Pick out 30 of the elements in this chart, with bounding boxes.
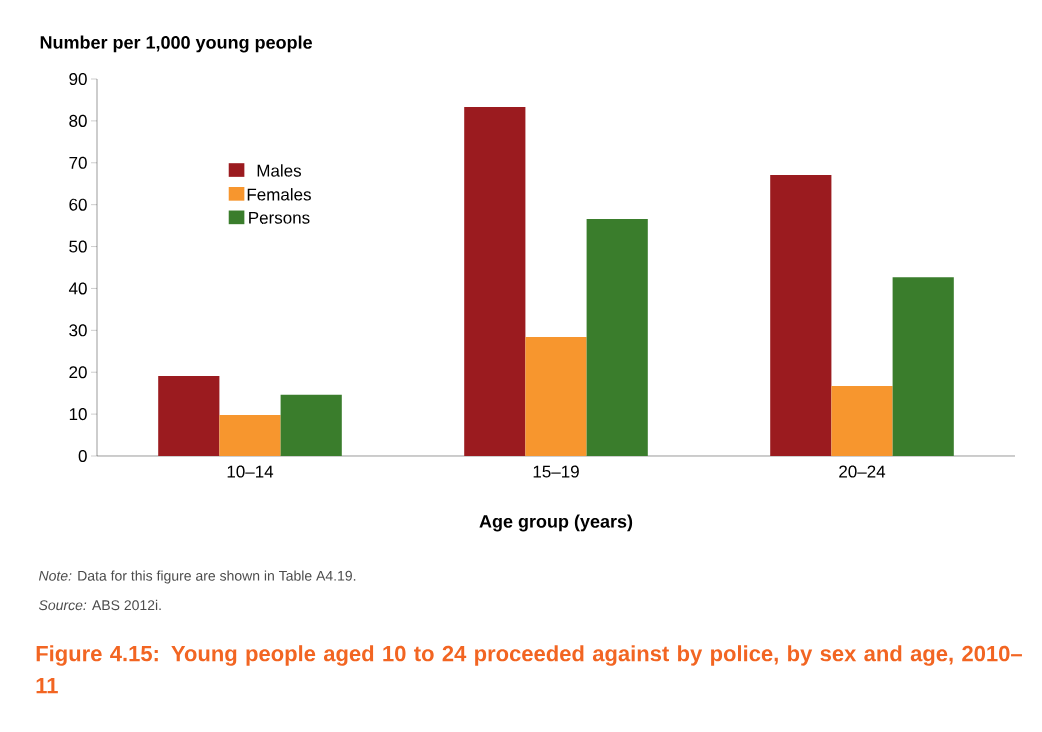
bar <box>280 394 342 456</box>
bar <box>831 386 893 456</box>
bar <box>586 218 648 456</box>
y-axis-title: Number per 1,000 young people <box>40 35 312 53</box>
legend-label: Males <box>257 164 302 177</box>
legend-label: Females <box>247 188 311 201</box>
y-tick-label: 70 <box>69 156 87 169</box>
y-tick-label: 40 <box>68 282 87 295</box>
x-axis-title: Age group (years) <box>479 514 633 532</box>
bar <box>158 375 220 456</box>
bar <box>219 414 281 456</box>
bar <box>770 174 832 456</box>
bar <box>525 337 587 456</box>
y-tick-label: 50 <box>69 240 87 253</box>
y-tick-label: 20 <box>69 366 87 379</box>
text: Note: Data for this figure are shown in Table A4.19. <box>38 570 356 584</box>
x-tick-label: 20–24 <box>839 465 886 478</box>
y-tick-label: 60 <box>69 198 87 211</box>
y-tick-label: 10 <box>69 408 87 421</box>
text: Source: ABS 2012i. <box>38 599 161 611</box>
x-tick-label: 15–19 <box>533 465 579 478</box>
bar <box>464 107 526 456</box>
text: Figure 4.15: Young people aged 10 to 24 proceeded against by police, by sex and age, 2010–11 <box>36 645 1022 694</box>
legend-label: Persons <box>249 211 310 224</box>
y-tick-label: 90 <box>69 72 87 86</box>
y-tick-label: 30 <box>69 324 87 337</box>
x-tick-label: 10–14 <box>227 465 274 478</box>
y-tick-label: 0 <box>78 449 87 463</box>
bar <box>892 277 954 456</box>
y-tick-label: 80 <box>69 114 87 127</box>
